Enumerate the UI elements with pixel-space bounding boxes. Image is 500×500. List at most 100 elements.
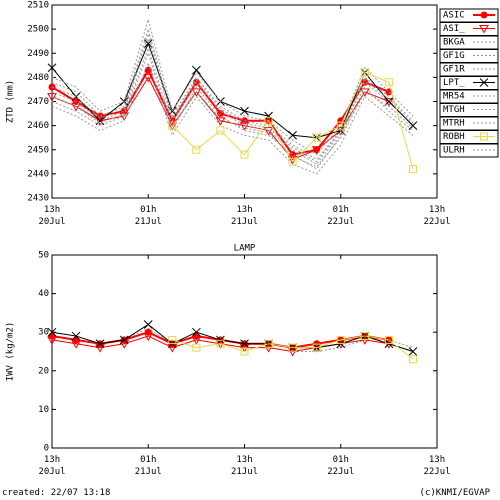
y-axis-label: ZTD (mm) <box>6 80 16 123</box>
y-tick-label: 2450 <box>27 145 49 155</box>
data-point <box>408 347 418 356</box>
legend-label: MR54 <box>443 92 465 102</box>
x-tick-label: 01h 22Jul <box>327 455 355 477</box>
legend-label: BKGA <box>443 38 465 48</box>
data-point <box>216 126 225 135</box>
y-tick-label: 20 <box>38 366 49 376</box>
data-point <box>359 88 370 97</box>
data-point <box>288 157 297 166</box>
y-tick-label: 2500 <box>27 25 49 35</box>
data-point <box>264 339 273 348</box>
data-point <box>47 327 57 337</box>
y-axis-label: IWV (kg/m2) <box>6 322 16 382</box>
credit-note: (c)KNMI/EGVAP <box>419 488 490 498</box>
series-line <box>51 17 414 156</box>
x-tick-label: 13h 20Jul <box>38 205 66 227</box>
data-point <box>168 335 177 344</box>
data-point <box>336 335 345 344</box>
legend-label: GF1R <box>443 65 465 75</box>
data-point <box>240 347 249 356</box>
y-tick-label: 0 <box>44 444 49 454</box>
y-tick-label: 40 <box>38 289 49 299</box>
data-point <box>311 146 322 155</box>
data-point <box>216 339 225 348</box>
data-point <box>119 335 129 345</box>
x-tick-label: 13h 22Jul <box>423 205 451 227</box>
y-tick-label: 2430 <box>27 194 49 204</box>
x-tick-label: 01h 22Jul <box>327 205 355 227</box>
y-tick-label: 2510 <box>27 1 49 11</box>
data-point <box>312 343 321 352</box>
data-point <box>360 332 369 341</box>
y-tick-label: 30 <box>38 328 49 338</box>
data-point <box>288 343 297 352</box>
data-point <box>192 65 201 75</box>
data-point <box>192 327 201 337</box>
legend-label: ROBH <box>443 132 465 142</box>
data-point <box>240 339 249 349</box>
series-line <box>51 42 414 139</box>
data-point <box>143 73 154 83</box>
series-line <box>51 46 414 168</box>
legend-marker <box>479 78 489 87</box>
data-point <box>408 355 417 364</box>
x-tick-label: 13h 22Jul <box>423 455 451 477</box>
legend-marker <box>479 25 489 34</box>
legend-label: MTRH <box>443 119 465 129</box>
data-point <box>336 121 345 130</box>
legend-label: ASI_ <box>443 24 465 34</box>
legend-label: GF1G <box>443 51 465 61</box>
series-line <box>51 323 414 352</box>
legend-label: ULRH <box>443 146 465 156</box>
x-tick-label: 13h 21Jul <box>230 205 259 227</box>
series-line <box>51 32 414 163</box>
y-tick-label: 50 <box>38 251 49 261</box>
plot-frame <box>51 4 438 199</box>
data-point <box>264 116 273 125</box>
data-point <box>384 78 393 87</box>
series-line <box>172 335 414 360</box>
legend-label: ASIC <box>443 11 465 21</box>
data-point <box>192 343 201 352</box>
y-tick-label: 2490 <box>27 49 49 59</box>
x-tick-label: 13h 21Jul <box>230 455 259 477</box>
data-point <box>192 145 201 154</box>
data-point <box>408 165 417 174</box>
data-point <box>384 98 394 107</box>
x-tick-label: 13h 20Jul <box>38 455 66 477</box>
legend-box <box>439 143 499 158</box>
series-line <box>51 61 414 175</box>
y-tick-label: 2460 <box>27 121 49 131</box>
data-point <box>95 339 105 349</box>
data-point <box>47 63 57 73</box>
data-point <box>47 93 57 102</box>
created-note: created: 22/07 13:18 <box>2 488 111 498</box>
legend-marker <box>480 11 488 19</box>
y-tick-label: 2470 <box>27 97 49 107</box>
data-point <box>48 332 56 340</box>
data-point <box>191 88 202 97</box>
series-line <box>51 76 390 160</box>
data-point <box>240 150 249 159</box>
series-line <box>51 37 414 165</box>
y-tick-label: 2440 <box>27 169 49 179</box>
series-line <box>171 71 414 170</box>
legend-label: LPT_ <box>443 78 465 88</box>
data-point <box>263 126 274 136</box>
chart-title: LAMP <box>234 244 256 254</box>
data-point <box>312 133 321 142</box>
data-point <box>264 111 273 121</box>
data-point <box>168 121 177 130</box>
data-point <box>144 328 152 336</box>
data-point <box>143 320 153 329</box>
data-point <box>71 102 81 112</box>
y-tick-label: 10 <box>38 405 49 415</box>
data-point <box>408 121 418 130</box>
data-point <box>143 39 153 48</box>
data-point <box>384 335 393 344</box>
y-tick-label: 2480 <box>27 73 49 83</box>
data-point <box>72 336 80 344</box>
legend-marker <box>480 132 488 141</box>
